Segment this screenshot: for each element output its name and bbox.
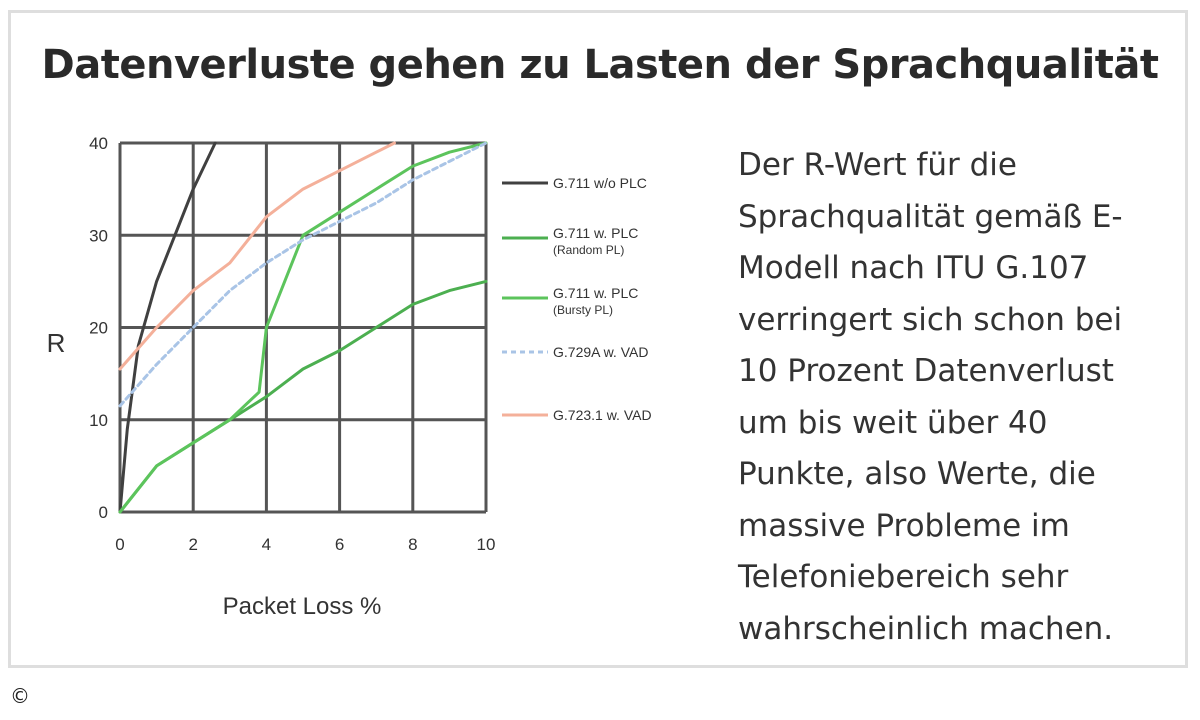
series-line-1 (118, 141, 217, 514)
tick-labels: 0 2 4 6 8 10 0 10 20 30 40 (89, 134, 495, 554)
y-tick-label: 0 (99, 503, 108, 522)
copyright-symbol: © (10, 684, 30, 708)
figure-frame (8, 10, 1188, 668)
x-tick-label: 0 (115, 535, 124, 554)
x-tick-label: 2 (188, 535, 197, 554)
x-tick-label: 6 (335, 535, 344, 554)
legend-label: G.711 w. PLC (Random PL) (553, 225, 638, 257)
y-axis-label: R (47, 328, 66, 358)
x-axis-label: Packet Loss % (223, 593, 382, 620)
x-tick-label: 10 (477, 535, 496, 554)
y-tick-label: 40 (89, 134, 108, 153)
x-tick-label: 4 (262, 535, 271, 554)
series-line-5 (118, 141, 396, 371)
chart-description: Der R-Wert für die Sprachqualität gemäß … (738, 147, 1123, 647)
series-line-3 (118, 141, 488, 514)
legend: G.711 w/o PLC G.711 w. PLC (Random PL) G.71… (502, 175, 652, 423)
legend-label: G.711 w. PLC (Bursty PL) (553, 285, 638, 317)
y-tick-label: 30 (89, 226, 108, 245)
series-lines (118, 141, 488, 514)
chart-title: Datenverluste gehen zu Lasten der Sprach… (41, 42, 1159, 88)
x-tick-label: 8 (408, 535, 417, 554)
legend-label: G.729A w. VAD (553, 344, 648, 360)
legend-label: G.723.1 w. VAD (553, 407, 652, 423)
legend-label: G.711 w/o PLC (553, 175, 647, 191)
series-line-4 (118, 141, 488, 408)
series-line-2 (118, 279, 488, 514)
y-tick-label: 20 (89, 319, 108, 338)
y-tick-label: 10 (89, 411, 108, 430)
grid (118, 141, 488, 514)
